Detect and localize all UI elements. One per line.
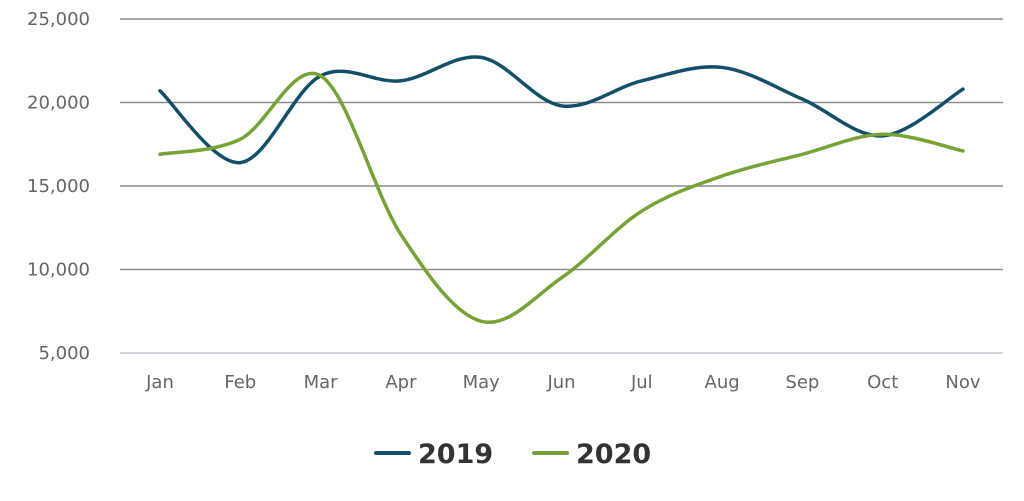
y-tick-label: 20,000 bbox=[27, 93, 90, 114]
x-axis: Jan Feb Mar Apr May Jun Jul Aug Sep Oct Nov bbox=[145, 372, 981, 393]
series-lines bbox=[158, 55, 965, 325]
legend: 2019 2020 bbox=[374, 439, 651, 470]
x-tick-label: Jan bbox=[145, 372, 174, 393]
x-tick-label: Feb bbox=[224, 372, 256, 393]
legend-label-2019: 2019 bbox=[418, 439, 493, 470]
y-tick-label: 15,000 bbox=[27, 176, 90, 197]
series-line-2020 bbox=[158, 71, 965, 325]
y-axis: 5,000 10,000 15,000 20,000 25,000 bbox=[27, 9, 90, 364]
y-tick-label: 25,000 bbox=[27, 9, 90, 30]
gridlines bbox=[120, 18, 1003, 354]
legend-label-2020: 2020 bbox=[576, 439, 651, 470]
x-tick-label: Aug bbox=[705, 372, 740, 393]
y-tick-label: 10,000 bbox=[27, 260, 90, 281]
x-tick-label: Nov bbox=[945, 372, 980, 393]
x-tick-label: May bbox=[463, 372, 501, 393]
x-tick-label: Jul bbox=[630, 372, 653, 393]
x-tick-label: Mar bbox=[304, 372, 339, 393]
x-tick-label: Apr bbox=[385, 372, 417, 393]
x-tick-label: Jun bbox=[546, 372, 575, 393]
y-tick-label: 5,000 bbox=[38, 343, 90, 364]
x-tick-label: Oct bbox=[867, 372, 898, 393]
x-tick-label: Sep bbox=[785, 372, 819, 393]
series-line-2019 bbox=[158, 55, 965, 165]
